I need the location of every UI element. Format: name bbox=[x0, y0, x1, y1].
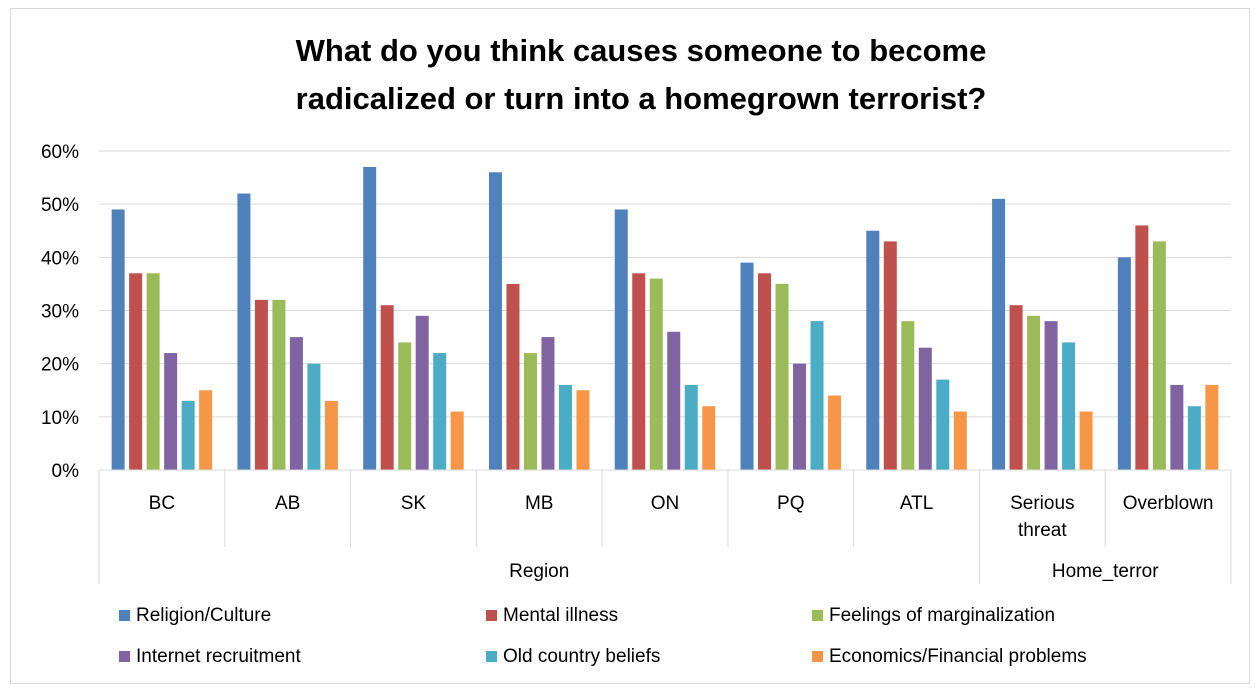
y-tick-label: 60% bbox=[41, 142, 79, 163]
bar bbox=[398, 342, 412, 470]
legend-label: Economics/Financial problems bbox=[829, 646, 1087, 667]
bar bbox=[936, 379, 950, 470]
bar bbox=[506, 283, 520, 470]
legend-label: Mental illness bbox=[503, 605, 618, 626]
y-tick-label: 0% bbox=[52, 461, 80, 482]
bar bbox=[433, 353, 447, 470]
bar bbox=[901, 321, 915, 470]
bar bbox=[324, 400, 338, 470]
bar bbox=[883, 241, 897, 470]
bar bbox=[289, 337, 303, 470]
x-category-label: PQ bbox=[777, 493, 804, 514]
bar bbox=[181, 400, 195, 470]
bar bbox=[649, 278, 663, 470]
legend-label: Old country beliefs bbox=[503, 646, 660, 667]
chart-svg: What do you think causes someone to beco… bbox=[41, 33, 1232, 667]
grid-layer bbox=[99, 150, 1231, 418]
bar bbox=[775, 283, 789, 470]
bar bbox=[1205, 384, 1219, 470]
x-category-label: ATL bbox=[900, 493, 933, 514]
bar bbox=[450, 411, 464, 470]
bar bbox=[363, 166, 377, 470]
legend-swatch bbox=[486, 651, 497, 662]
bar bbox=[1135, 225, 1149, 470]
x-category-label: threat bbox=[1018, 520, 1067, 541]
bar bbox=[307, 363, 321, 470]
bar bbox=[199, 390, 213, 470]
x-category-label: MB bbox=[525, 493, 554, 514]
bar bbox=[992, 198, 1006, 470]
chart-title-line-2: radicalized or turn into a homegrown ter… bbox=[296, 81, 987, 116]
bar bbox=[129, 273, 143, 470]
bar bbox=[793, 363, 807, 470]
bar bbox=[415, 315, 429, 470]
legend: Religion/Culture Mental illness Feelings o… bbox=[119, 605, 1087, 667]
legend-swatch bbox=[119, 610, 130, 621]
bar bbox=[1152, 241, 1166, 470]
legend-swatch bbox=[812, 610, 823, 621]
bar bbox=[488, 172, 502, 470]
bar bbox=[614, 209, 628, 470]
bar bbox=[953, 411, 967, 470]
legend-swatch bbox=[119, 651, 130, 662]
x-category-label: BC bbox=[149, 493, 175, 514]
axis-layer: 0% 10% 20% 30% 40% 50% 60% BC AB SK MB ON PQ ATL Serio… bbox=[41, 142, 1232, 584]
x-category-label: ON bbox=[651, 493, 680, 514]
bar bbox=[576, 390, 590, 470]
y-tick-label: 40% bbox=[41, 248, 79, 269]
legend-swatch bbox=[812, 651, 823, 662]
bar bbox=[632, 273, 646, 470]
y-tick-label: 10% bbox=[41, 408, 79, 429]
bar bbox=[740, 262, 754, 470]
bar bbox=[667, 331, 681, 470]
bar bbox=[1170, 384, 1184, 470]
bar bbox=[866, 230, 880, 470]
bar bbox=[558, 384, 572, 470]
bar bbox=[758, 273, 772, 470]
bar bbox=[380, 305, 394, 470]
bar bbox=[523, 353, 537, 470]
bar bbox=[1027, 315, 1041, 470]
x-group-label: Home_terror bbox=[1052, 561, 1159, 582]
x-category-label: SK bbox=[401, 493, 427, 514]
x-category-label: Overblown bbox=[1123, 493, 1214, 514]
bar bbox=[684, 384, 698, 470]
bar bbox=[1117, 257, 1131, 470]
x-category-label: AB bbox=[275, 493, 300, 514]
bar bbox=[111, 209, 125, 470]
bar bbox=[164, 353, 178, 470]
legend-label: Internet recruitment bbox=[136, 646, 301, 667]
bar bbox=[918, 347, 932, 470]
y-tick-label: 20% bbox=[41, 355, 79, 376]
bar bbox=[254, 299, 268, 470]
x-group-label: Region bbox=[509, 561, 569, 582]
chart-title-line-1: What do you think causes someone to beco… bbox=[296, 33, 987, 68]
bar bbox=[146, 273, 160, 470]
bars-layer bbox=[111, 166, 1219, 471]
bar bbox=[702, 406, 716, 470]
bar bbox=[810, 321, 824, 470]
bar bbox=[1079, 411, 1093, 470]
legend-label: Feelings of marginalization bbox=[829, 605, 1055, 626]
x-category-label: Serious bbox=[1010, 493, 1074, 514]
bar bbox=[828, 395, 842, 470]
bar bbox=[541, 337, 555, 470]
bar bbox=[1044, 321, 1058, 470]
y-tick-label: 50% bbox=[41, 195, 79, 216]
legend-swatch bbox=[486, 610, 497, 621]
bar bbox=[1062, 342, 1076, 470]
bar bbox=[272, 299, 286, 470]
bar bbox=[237, 193, 251, 471]
bar bbox=[1187, 406, 1201, 470]
y-tick-label: 30% bbox=[41, 302, 79, 323]
legend-label: Religion/Culture bbox=[136, 605, 271, 626]
chart-frame: What do you think causes someone to beco… bbox=[10, 8, 1250, 684]
bar bbox=[1009, 305, 1023, 470]
